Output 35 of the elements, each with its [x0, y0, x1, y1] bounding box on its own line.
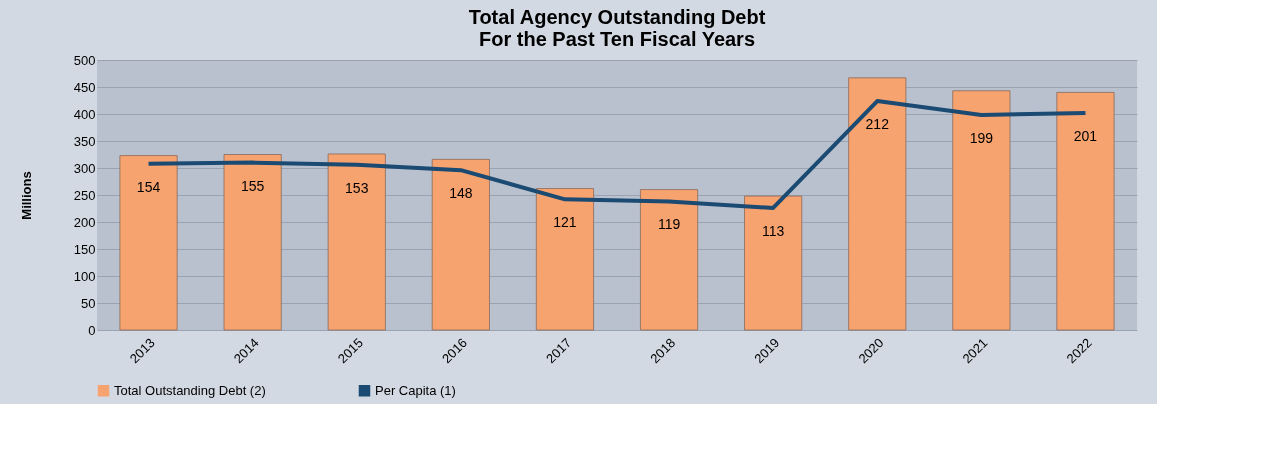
y-axis-title: Millions [18, 171, 34, 220]
y-tick-label: 50 [81, 295, 96, 311]
bar [327, 153, 386, 331]
y-tick-label: 250 [73, 187, 96, 203]
bar [1056, 92, 1115, 331]
data-label: 153 [345, 179, 369, 196]
y-tick-label: 400 [73, 106, 96, 122]
bar [535, 188, 594, 331]
y-tick-label: 150 [73, 241, 96, 257]
bar [744, 195, 803, 331]
y-tick-label: 450 [73, 79, 96, 95]
data-label: 199 [969, 130, 994, 147]
y-tick-label: 200 [73, 214, 96, 230]
data-label: 201 [1073, 127, 1098, 144]
bar [431, 158, 490, 331]
bar [952, 90, 1011, 331]
data-label: 212 [865, 116, 890, 133]
chart-title: Total Agency Outstanding Debt For the Past Ten Fiscal Years [468, 6, 766, 50]
data-label: 154 [136, 178, 161, 195]
data-label: 155 [240, 177, 265, 194]
data-label: 119 [657, 216, 681, 233]
y-tick-label: 300 [73, 160, 96, 176]
y-tick-label: 100 [73, 268, 96, 284]
bar [848, 77, 907, 331]
bar [223, 154, 282, 331]
data-label: 113 [761, 222, 785, 239]
legend-label: Total Outstanding Debt (2) [114, 382, 266, 398]
data-label: 121 [553, 214, 577, 231]
y-tick-label: 350 [73, 133, 96, 149]
bar [119, 155, 178, 331]
y-tick-label: 0 [88, 322, 96, 338]
y-tick-label: 500 [73, 52, 96, 68]
bar [640, 189, 699, 331]
data-label: 148 [449, 185, 473, 202]
legend-label: Per Capita (1) [375, 382, 456, 398]
